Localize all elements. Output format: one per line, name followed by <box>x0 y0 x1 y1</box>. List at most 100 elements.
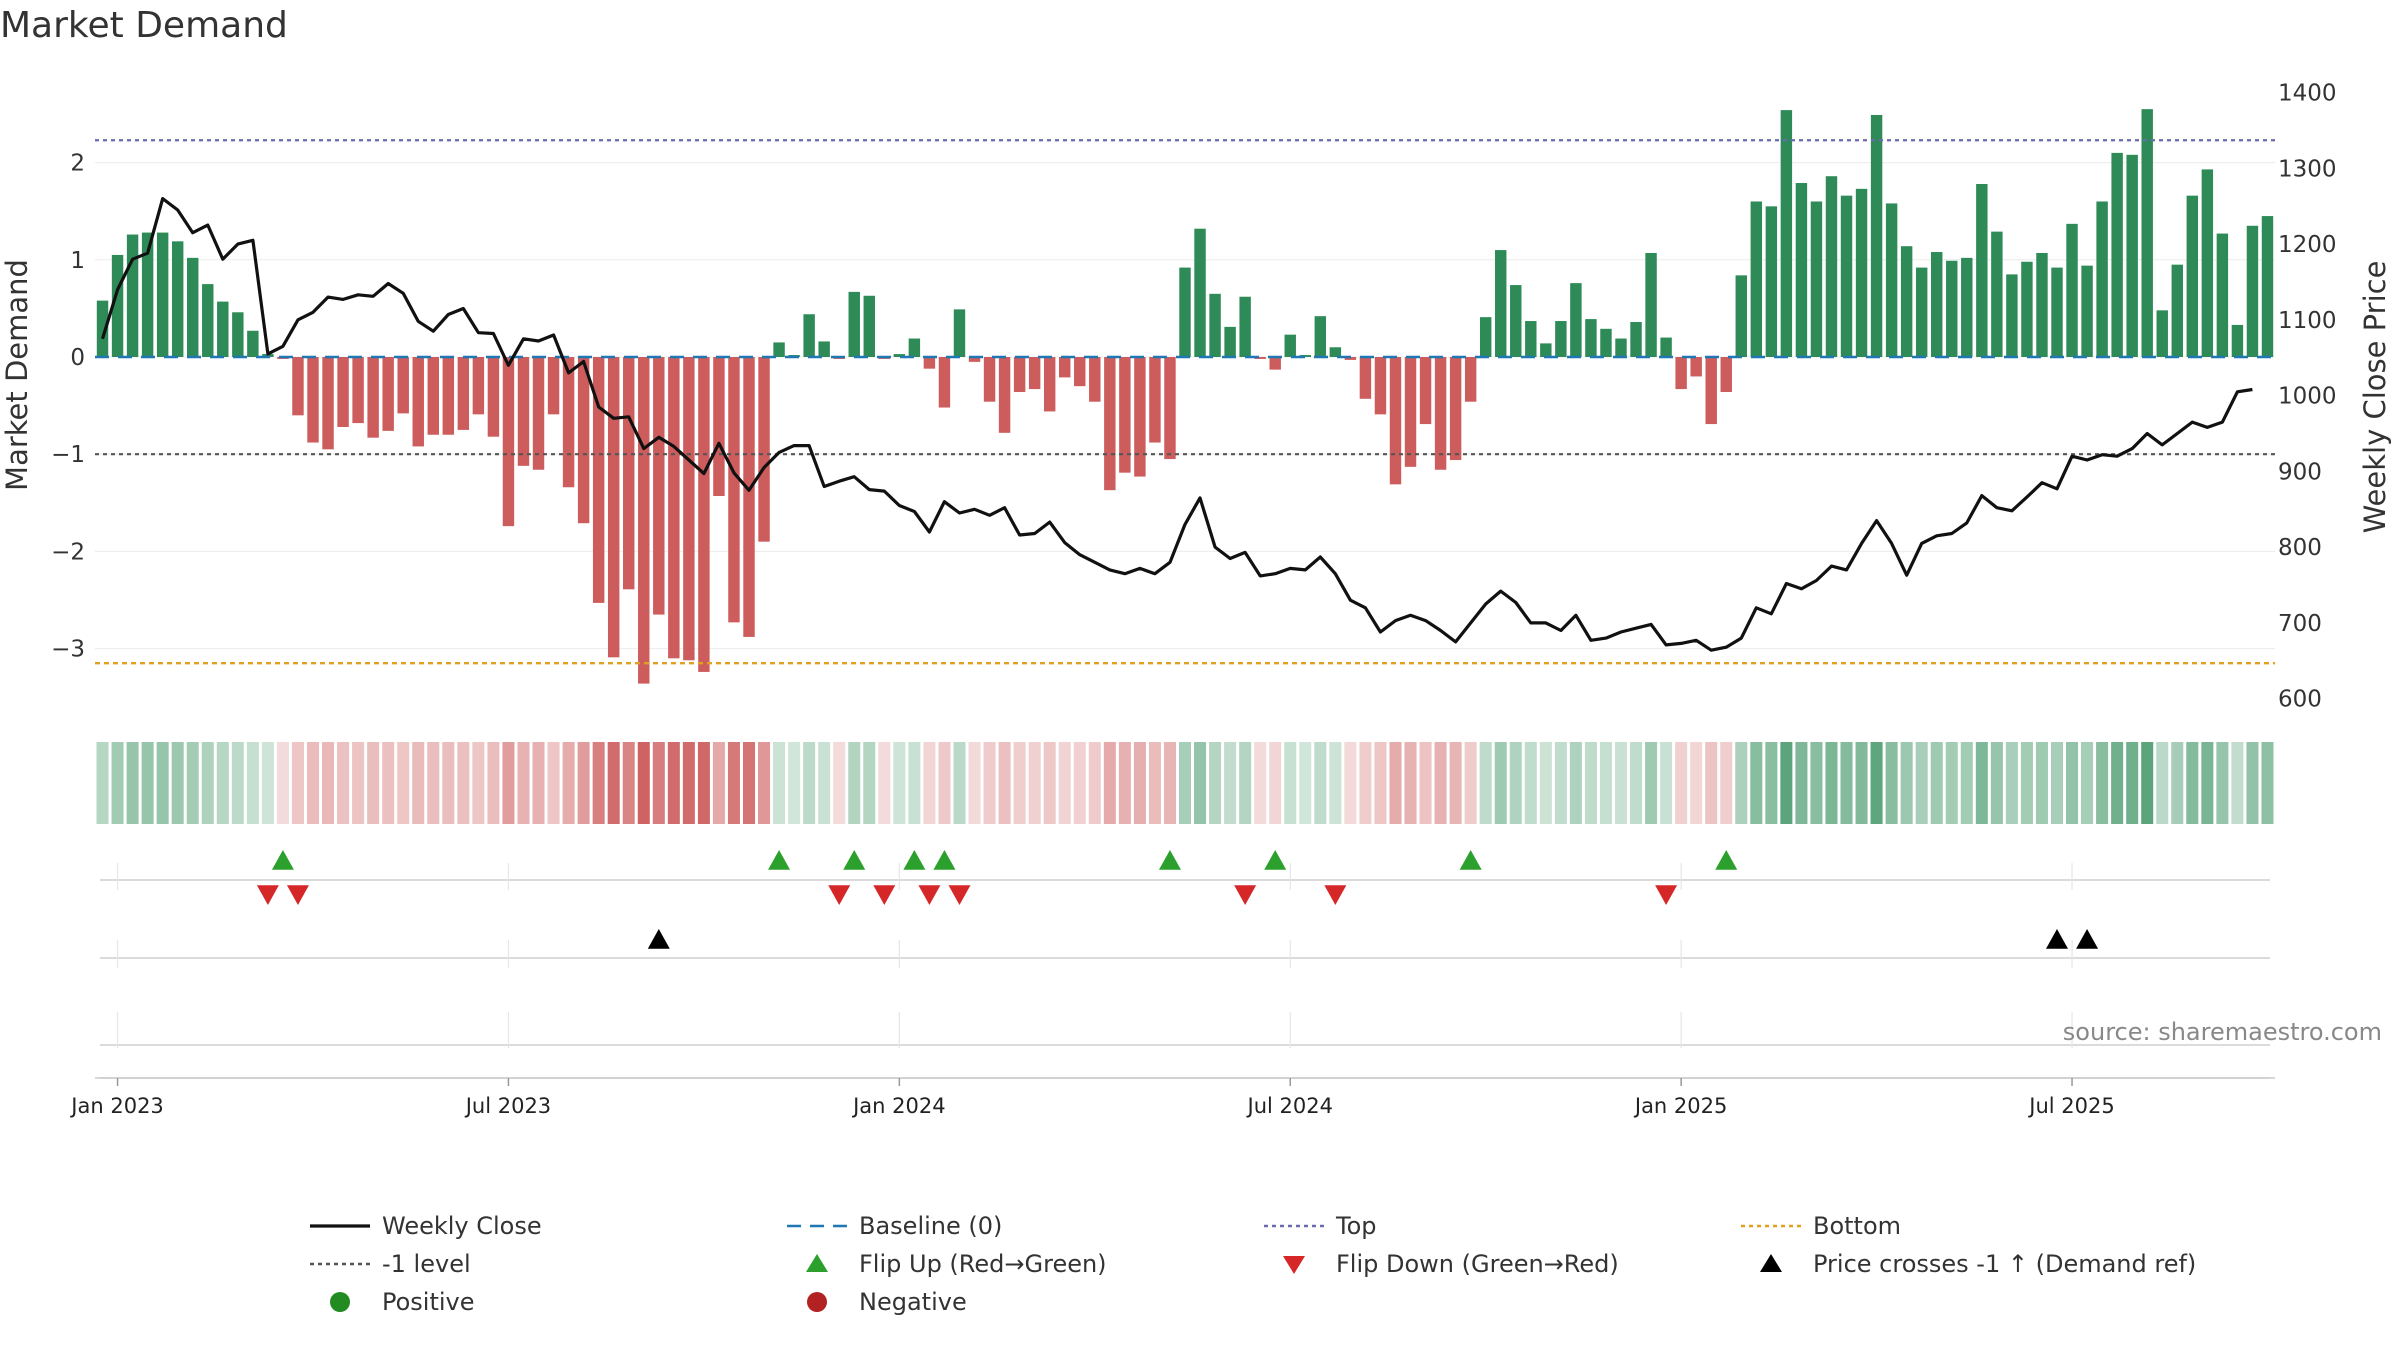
demand-bar <box>352 357 364 424</box>
demand-bar <box>472 357 485 415</box>
signal-markers <box>100 850 2270 1079</box>
heat-cell <box>1735 742 1748 824</box>
demand-bar <box>1510 285 1522 357</box>
demand-bar <box>156 232 169 357</box>
demand-bar <box>1915 267 1928 357</box>
demand-bar <box>1134 357 1146 477</box>
heat-cell <box>1344 742 1357 824</box>
heat-cell <box>848 742 861 824</box>
heat-cell <box>1178 742 1192 824</box>
demand-bar <box>758 357 770 542</box>
heat-cell <box>712 742 725 824</box>
flip-down-marker <box>828 885 851 905</box>
demand-bar <box>1976 183 1988 357</box>
demand-bar <box>743 357 755 637</box>
demand-bar <box>1028 357 1041 390</box>
heat-cell <box>231 742 244 824</box>
demand-bar <box>1991 231 2003 357</box>
heat-cell <box>2246 742 2259 824</box>
heat-cell <box>1013 742 1026 824</box>
y-tick-label: 1 <box>70 248 85 274</box>
demand-bar <box>2066 223 2078 357</box>
demand-bar <box>1690 357 1702 377</box>
flip-down-marker <box>1324 885 1347 905</box>
legend-label: Flip Down (Green→Red) <box>1336 1250 1619 1278</box>
heat-cell <box>1464 742 1477 824</box>
heat-cell <box>201 742 214 824</box>
heat-cell <box>1675 742 1688 824</box>
demand-bar <box>908 338 921 357</box>
legend-swatch <box>1283 1256 1305 1274</box>
demand-bar <box>1555 321 1567 357</box>
demand-bar <box>653 357 665 615</box>
demand-bar <box>2006 274 2018 357</box>
heat-cell <box>1133 742 1146 824</box>
demand-bar <box>1630 322 1642 357</box>
heat-cell <box>2050 742 2064 824</box>
heat-cell <box>1419 742 1432 824</box>
heat-cell <box>622 742 635 824</box>
heat-cell <box>306 742 320 824</box>
heat-cell <box>367 742 380 824</box>
heat-cell <box>276 742 289 824</box>
heat-cell <box>682 742 695 824</box>
heat-cell <box>1088 742 1101 824</box>
demand-bar <box>1434 357 1447 470</box>
demand-bar <box>713 357 725 496</box>
heat-cell <box>2111 742 2124 824</box>
heat-cell <box>457 742 470 824</box>
demand-bar <box>1359 357 1372 399</box>
demand-bar <box>1149 357 1161 443</box>
heat-cell <box>216 742 229 824</box>
x-tick-label: Jul 2024 <box>1246 1094 1333 1118</box>
demand-bar <box>2171 264 2183 357</box>
heat-cell <box>322 742 335 824</box>
legend-item: Baseline (0) <box>787 1212 1002 1240</box>
y-axis-label: Market Demand <box>0 259 34 491</box>
heat-cell <box>186 742 199 824</box>
legend-label: Negative <box>859 1288 967 1316</box>
heat-cell <box>833 742 846 824</box>
heat-cell <box>1810 742 1823 824</box>
flip-up-marker <box>843 850 866 870</box>
demand-bar <box>1675 357 1687 390</box>
demand-bar <box>1104 357 1116 491</box>
x-tick-label: Jan 2023 <box>69 1094 164 1118</box>
demand-bar <box>1419 357 1432 425</box>
heat-cell <box>1705 742 1718 824</box>
y2-tick-label: 700 <box>2278 611 2322 637</box>
demand-bar <box>247 330 259 357</box>
heat-cell <box>2066 742 2079 824</box>
demand-bar <box>607 357 620 658</box>
y-tick-label: −3 <box>51 637 85 663</box>
heat-cell <box>1494 742 1507 824</box>
demand-bar <box>1284 334 1296 357</box>
heat-cell <box>2141 742 2154 824</box>
demand-bar <box>2081 265 2093 357</box>
heat-cell <box>1118 742 1131 824</box>
heat-cell <box>111 742 124 824</box>
heat-cell <box>397 742 410 824</box>
demand-bar <box>397 357 409 414</box>
demand-bar <box>1074 357 1086 387</box>
demand-bar <box>592 357 605 603</box>
demand-bar <box>1164 357 1176 460</box>
reference-lines <box>95 139 2275 665</box>
demand-bar <box>1254 357 1266 359</box>
flip-down-marker <box>918 885 941 905</box>
demand-bar <box>1013 357 1026 392</box>
y2-tick-label: 1300 <box>2278 156 2337 182</box>
heat-cell <box>2156 742 2169 824</box>
demand-bar <box>773 342 785 357</box>
heat-cell <box>2035 742 2048 824</box>
heat-cell <box>1479 742 1492 824</box>
legend-item: -1 level <box>310 1250 471 1278</box>
legend-label: Price crosses -1 ↑ (Demand ref) <box>1813 1250 2196 1278</box>
price-cross-marker <box>647 929 670 949</box>
heat-cell <box>382 742 395 824</box>
demand-bar <box>1209 293 1221 357</box>
heat-cell <box>788 742 801 824</box>
demand-bar <box>998 357 1011 433</box>
heat-cell <box>472 742 485 824</box>
demand-bar <box>412 357 424 447</box>
